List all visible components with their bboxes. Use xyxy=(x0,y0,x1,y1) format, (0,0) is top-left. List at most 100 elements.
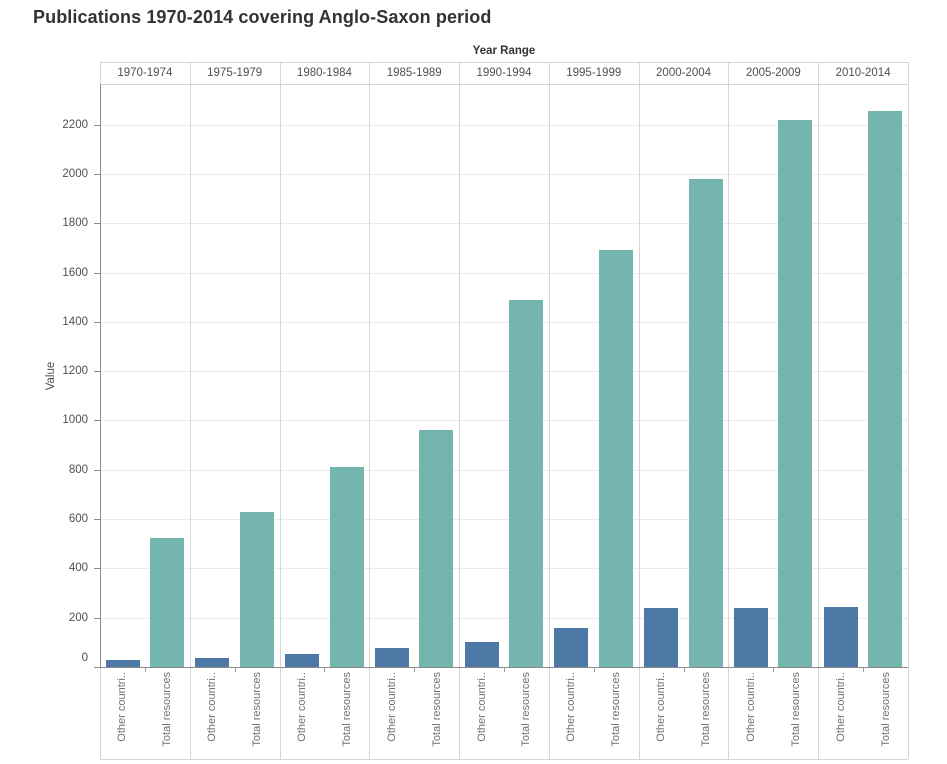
bar-total-resources-1995-1999[interactable] xyxy=(598,249,633,667)
bar-total-resources-1970-1974[interactable] xyxy=(150,537,184,667)
chart-title: Publications 1970-2014 covering Anglo-Sa… xyxy=(33,7,492,27)
bar-other-countries-1985-1989[interactable] xyxy=(374,648,409,667)
gridline-400 xyxy=(100,568,908,570)
y-tick-200 xyxy=(94,617,100,619)
column-header-1970-1974: 1970-1974 xyxy=(117,67,173,79)
x-mid-tick xyxy=(144,667,146,672)
panel-border xyxy=(100,759,908,760)
x-label-group-1980-1984: Other countri.. Total resources xyxy=(280,667,370,759)
x-label-cell: Total resources xyxy=(504,667,549,759)
y-tick-2000 xyxy=(94,173,100,175)
y-tick-1600 xyxy=(94,272,100,274)
gridline-800 xyxy=(100,469,908,471)
gridline-1400 xyxy=(100,321,908,323)
panel-border xyxy=(100,62,908,63)
bar-other-countries-2000-2004[interactable] xyxy=(644,608,679,667)
category-label-other-countries: Other countri.. xyxy=(834,672,847,742)
y-tick-1000 xyxy=(94,420,100,422)
gridline-200 xyxy=(100,617,908,619)
bar-total-resources-1980-1984[interactable] xyxy=(329,467,364,667)
x-label-cell: Other countri.. xyxy=(639,667,684,759)
x-label-cell: Total resources xyxy=(235,667,280,759)
y-axis-line xyxy=(100,84,101,667)
column-header-1995-1999: 1995-1999 xyxy=(566,67,622,79)
x-label-cell: Total resources xyxy=(145,667,190,759)
bar-other-countries-1970-1974[interactable] xyxy=(105,659,140,667)
y-tick-label-2000: 2000 xyxy=(62,167,88,180)
category-label-total-resources: Total resources xyxy=(879,672,892,747)
plot-area xyxy=(100,84,908,667)
y-tick-2200 xyxy=(94,124,100,126)
column-separator xyxy=(728,62,730,759)
category-label-other-countries: Other countri.. xyxy=(744,672,757,742)
x-label-cell: Total resources xyxy=(414,667,459,759)
bar-other-countries-1980-1984[interactable] xyxy=(285,653,320,667)
category-label-total-resources: Total resources xyxy=(789,672,802,747)
bar-total-resources-2005-2009[interactable] xyxy=(778,119,813,667)
x-mid-tick xyxy=(593,667,595,672)
x-label-cell: Other countri.. xyxy=(280,667,325,759)
category-label-total-resources: Total resources xyxy=(610,672,623,747)
category-label-total-resources: Total resources xyxy=(520,672,533,747)
bar-other-countries-1995-1999[interactable] xyxy=(554,627,589,667)
y-tick-1400 xyxy=(94,321,100,323)
column-separator xyxy=(189,62,191,759)
y-tick-label-600: 600 xyxy=(68,513,88,526)
x-mid-tick xyxy=(773,667,775,672)
gridline-600 xyxy=(100,519,908,521)
x-label-cell: Total resources xyxy=(773,667,818,759)
column-header-2010-2014: 2010-2014 xyxy=(835,67,891,79)
category-label-total-resources: Total resources xyxy=(340,672,353,747)
y-tick-600 xyxy=(94,519,100,521)
category-label-total-resources: Total resources xyxy=(699,672,712,747)
x-label-group-1975-1979: Other countri.. Total resources xyxy=(190,667,280,759)
y-tick-400 xyxy=(94,568,100,570)
bar-total-resources-1975-1979[interactable] xyxy=(239,512,274,667)
column-separator xyxy=(369,62,371,759)
x-label-cell: Other countri.. xyxy=(818,667,863,759)
gridline-1200 xyxy=(100,371,908,373)
x-label-cell: Total resources xyxy=(324,667,369,759)
x-label-group-1990-1994: Other countri.. Total resources xyxy=(459,667,549,759)
x-label-cell: Total resources xyxy=(863,667,908,759)
bar-other-countries-1975-1979[interactable] xyxy=(195,657,230,667)
gridline-1000 xyxy=(100,420,908,422)
gridline-2000 xyxy=(100,173,908,175)
x-label-cell: Other countri.. xyxy=(728,667,773,759)
x-label-group-2010-2014: Other countri.. Total resources xyxy=(818,667,908,759)
category-label-other-countries: Other countri.. xyxy=(385,672,398,742)
panel-border xyxy=(100,84,908,85)
x-label-cell: Total resources xyxy=(684,667,729,759)
x-mid-tick xyxy=(683,667,685,672)
column-header-2005-2009: 2005-2009 xyxy=(745,67,801,79)
column-separator xyxy=(638,62,640,759)
bar-total-resources-1985-1989[interactable] xyxy=(419,430,454,667)
category-label-total-resources: Total resources xyxy=(161,672,174,747)
bar-other-countries-2005-2009[interactable] xyxy=(733,607,768,667)
x-mid-tick xyxy=(863,667,865,672)
bar-total-resources-2010-2014[interactable] xyxy=(868,111,903,667)
category-label-total-resources: Total resources xyxy=(430,672,443,747)
x-label-cell: Total resources xyxy=(594,667,639,759)
y-tick-800 xyxy=(94,469,100,471)
gridline-2200 xyxy=(100,124,908,126)
bar-other-countries-1990-1994[interactable] xyxy=(464,642,499,667)
bar-total-resources-2000-2004[interactable] xyxy=(688,179,723,667)
category-label-other-countries: Other countri.. xyxy=(655,672,668,742)
gridline-1800 xyxy=(100,223,908,225)
x-label-group-2000-2004: Other countri.. Total resources xyxy=(639,667,729,759)
x-mid-tick xyxy=(324,667,326,672)
x-label-cell: Other countri.. xyxy=(549,667,594,759)
y-tick-0 xyxy=(94,667,100,668)
column-header-1980-1984: 1980-1984 xyxy=(296,67,352,79)
y-tick-label-1800: 1800 xyxy=(62,217,88,230)
column-separator xyxy=(459,62,461,759)
column-field-label: Year Range xyxy=(472,45,536,57)
y-tick-label-400: 400 xyxy=(68,562,88,575)
bar-total-resources-1990-1994[interactable] xyxy=(509,299,544,667)
bar-other-countries-2010-2014[interactable] xyxy=(823,607,858,667)
y-tick-label-1000: 1000 xyxy=(62,414,88,427)
category-label-other-countries: Other countri.. xyxy=(565,672,578,742)
category-label-other-countries: Other countri.. xyxy=(206,672,219,742)
